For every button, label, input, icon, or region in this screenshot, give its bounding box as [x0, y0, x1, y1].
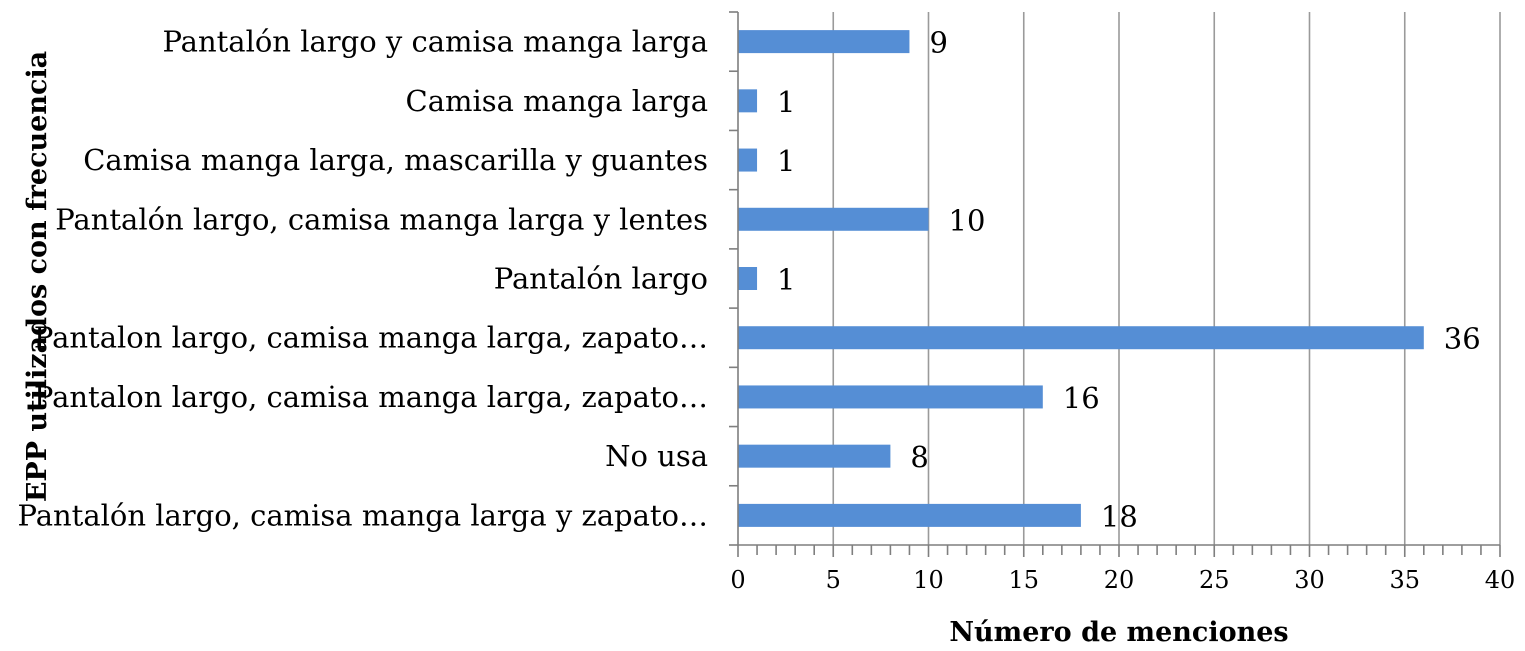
value-label: 8 [910, 440, 928, 474]
category-label: Pantalón largo y camisa manga larga [162, 25, 708, 59]
bar [738, 444, 891, 468]
category-label: Pantalón largo [494, 262, 708, 296]
category-label: Pantalon largo, camisa manga larga, zapa… [34, 321, 708, 355]
value-label: 1 [777, 85, 795, 119]
category-label: Camisa manga larga, mascarilla y guantes [83, 143, 708, 177]
value-label: 9 [929, 26, 947, 60]
category-label: Pantalón largo, camisa manga larga y len… [55, 202, 708, 236]
category-label: Camisa manga larga [406, 84, 708, 118]
bar [738, 148, 758, 172]
bar [738, 326, 1424, 350]
y-axis-title: EPP utilizados con frecuencia [22, 51, 53, 502]
x-tick-label: 25 [1199, 566, 1230, 594]
x-tick-label: 35 [1389, 566, 1420, 594]
x-axis-title: Número de menciones [949, 617, 1288, 648]
bar [738, 207, 929, 231]
value-label: 18 [1101, 499, 1138, 533]
category-label: Pantalon largo, camisa manga larga, zapa… [34, 380, 708, 414]
value-label: 10 [949, 203, 986, 237]
value-label: 1 [777, 263, 795, 297]
bar [738, 89, 758, 113]
x-tick-label: 30 [1294, 566, 1325, 594]
x-tick-labels: 0 5 10 15 20 25 30 35 40 [730, 566, 1515, 594]
bar [738, 503, 1081, 527]
bar [738, 30, 910, 54]
bars [738, 30, 1424, 527]
bar [738, 385, 1043, 409]
value-labels: 9 1 1 10 1 36 16 8 18 [777, 26, 1481, 534]
category-labels: Pantalón largo y camisa manga larga Camis… [17, 25, 708, 533]
axes [729, 11, 1501, 557]
value-label: 1 [777, 144, 795, 178]
x-tick-label: 0 [730, 566, 745, 594]
value-label: 16 [1063, 381, 1100, 415]
x-tick-label: 10 [913, 566, 944, 594]
value-label: 36 [1444, 322, 1481, 356]
bar [738, 267, 758, 290]
x-tick-label: 5 [826, 566, 841, 594]
x-tick-label: 15 [1008, 566, 1039, 594]
category-label: Pantalón largo, camisa manga larga y zap… [17, 498, 708, 532]
grid-lines [832, 12, 1501, 545]
x-tick-label: 20 [1104, 566, 1135, 594]
category-label: No usa [605, 439, 708, 473]
x-tick-label: 40 [1485, 566, 1516, 594]
